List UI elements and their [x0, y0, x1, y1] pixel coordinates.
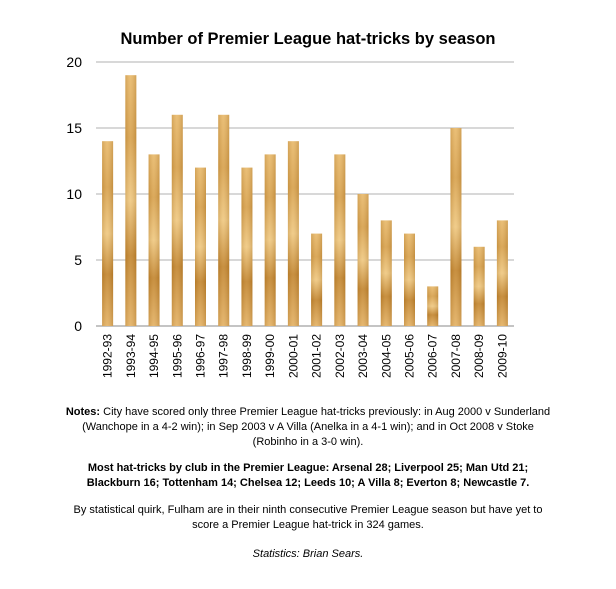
bar-sheen	[171, 114, 183, 326]
x-tick-label: 2007-08	[449, 334, 463, 378]
club-hat-trick-totals: Most hat-tricks by club in the Premier L…	[86, 462, 530, 489]
y-tick-label: 0	[74, 318, 82, 334]
bar-sheen	[427, 286, 439, 326]
fulham-quirk-note: By statistical quirk, Fulham are in thei…	[73, 504, 543, 531]
x-tick-label: 2002-03	[333, 334, 347, 378]
bar-sheen	[264, 154, 276, 326]
bar-sheen	[287, 141, 299, 326]
bar-1993-94	[125, 75, 137, 326]
x-tick-label: 2009-10	[495, 334, 509, 378]
bar-sheen	[311, 233, 323, 326]
x-tick-label: 1998-99	[240, 334, 254, 378]
bar-sheen	[218, 114, 230, 326]
x-tick-label: 1992-93	[101, 334, 115, 378]
bar-sheen	[473, 246, 485, 326]
bar-2001-02	[311, 233, 323, 326]
x-tick-label: 2004-05	[379, 334, 393, 378]
x-tick-label: 2008-09	[472, 334, 486, 378]
bar-1998-99	[241, 167, 253, 326]
bar-sheen	[125, 75, 137, 326]
bar-1996-97	[195, 167, 206, 326]
notes-body: City have scored only three Premier Leag…	[82, 406, 551, 448]
bar-2003-04	[357, 194, 369, 326]
bar-1999-00	[264, 154, 276, 326]
bar-sheen	[404, 233, 415, 326]
bar-2007-08	[450, 128, 462, 326]
bar-2004-05	[380, 220, 392, 326]
x-tick-label: 1996-97	[194, 334, 208, 378]
bar-2008-09	[473, 246, 485, 326]
y-tick-label: 20	[66, 54, 82, 70]
x-tick-label: 2000-01	[286, 334, 300, 378]
x-tick-label: 2003-04	[356, 334, 370, 378]
statistics-credit: Statistics: Brian Sears.	[252, 548, 364, 560]
bar-sheen	[357, 194, 369, 326]
x-tick-label: 1994-95	[147, 334, 161, 378]
bar-sheen	[102, 141, 114, 326]
bar-sheen	[334, 154, 346, 326]
bar-2009-10	[496, 220, 508, 326]
x-tick-label: 1993-94	[124, 334, 138, 378]
bar-2005-06	[404, 233, 415, 326]
bar-1995-96	[171, 114, 183, 326]
x-tick-label: 2005-06	[403, 334, 417, 378]
bar-sheen	[148, 154, 160, 326]
bar-1997-98	[218, 114, 230, 326]
bar-chart: 0 5 10 15 20 1992-93 1993-94 1994-95 1995-96 1996…	[66, 54, 514, 378]
x-tick-label: 1999-00	[263, 334, 277, 378]
bar-1992-93	[102, 141, 114, 326]
x-tick-label: 1997-98	[217, 334, 231, 378]
y-tick-label: 10	[66, 186, 82, 202]
y-tick-label: 15	[66, 120, 82, 136]
bar-sheen	[195, 167, 206, 326]
bar-2000-01	[287, 141, 299, 326]
bar-sheen	[496, 220, 508, 326]
bar-sheen	[380, 220, 392, 326]
bar-2002-03	[334, 154, 346, 326]
bar-sheen	[241, 167, 253, 326]
chart-title: Number of Premier League hat-tricks by s…	[120, 30, 496, 48]
x-tick-label: 2001-02	[310, 334, 324, 378]
y-tick-label: 5	[74, 252, 82, 268]
x-tick-label: 1995-96	[170, 334, 184, 378]
notes-text: Notes: City have scored only three Premi…	[60, 405, 556, 450]
x-tick-label: 2006-07	[426, 334, 440, 378]
bar-1994-95	[148, 154, 160, 326]
bar-sheen	[450, 128, 462, 326]
notes-label: Notes:	[65, 406, 101, 418]
bar-2006-07	[427, 286, 439, 326]
